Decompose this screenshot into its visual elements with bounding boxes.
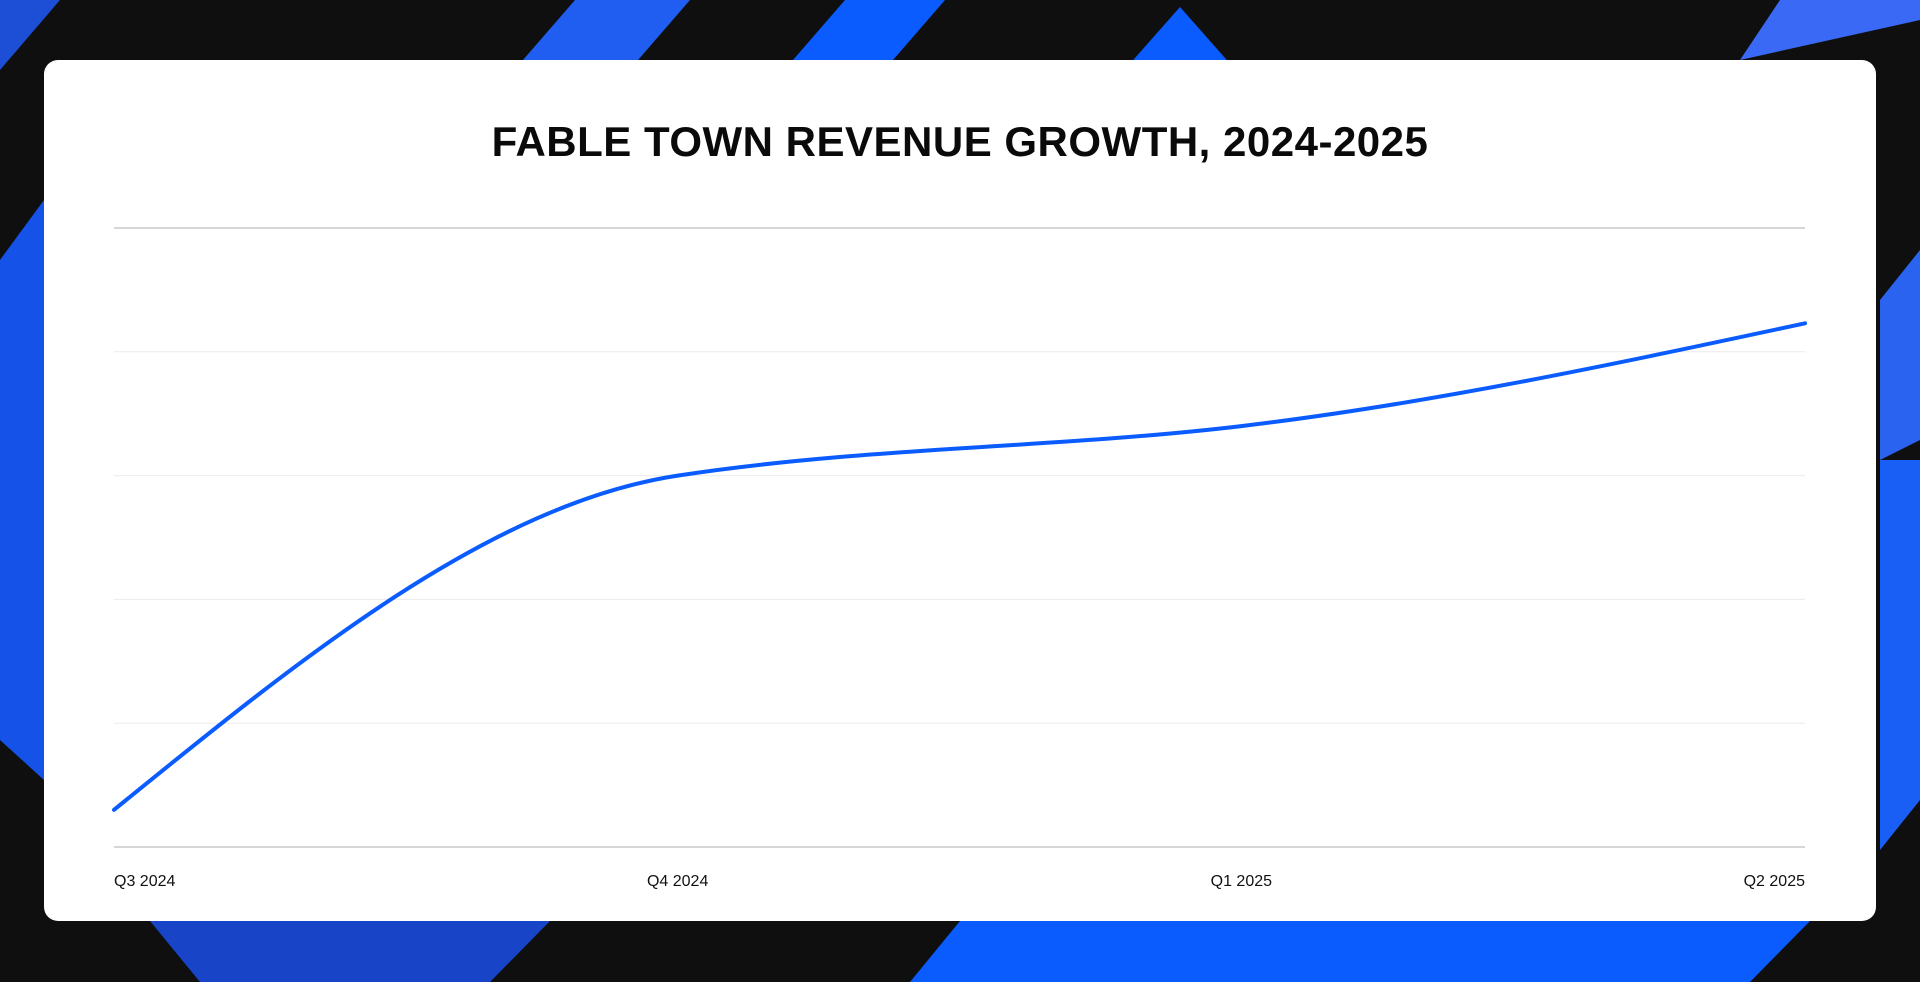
bg-stripe [1880,250,1920,460]
bg-stripe [0,200,44,780]
bg-stripe [0,0,60,70]
chart-card [44,60,1876,921]
x-tick-label: Q3 2024 [114,873,175,890]
revenue-line [112,321,1807,812]
bg-stripe [910,921,1810,982]
bg-stripe [1740,0,1920,60]
bg-stripe [1880,460,1920,850]
bg-stripe [150,921,550,982]
chart-title: FABLE TOWN REVENUE GROWTH, 2024-2025 [491,118,1429,165]
bg-stripe [1120,7,1240,75]
x-tick-label: Q4 2024 [647,873,708,890]
x-tick-label: Q1 2025 [1211,873,1272,890]
x-tick-label: Q2 2025 [1744,873,1805,890]
